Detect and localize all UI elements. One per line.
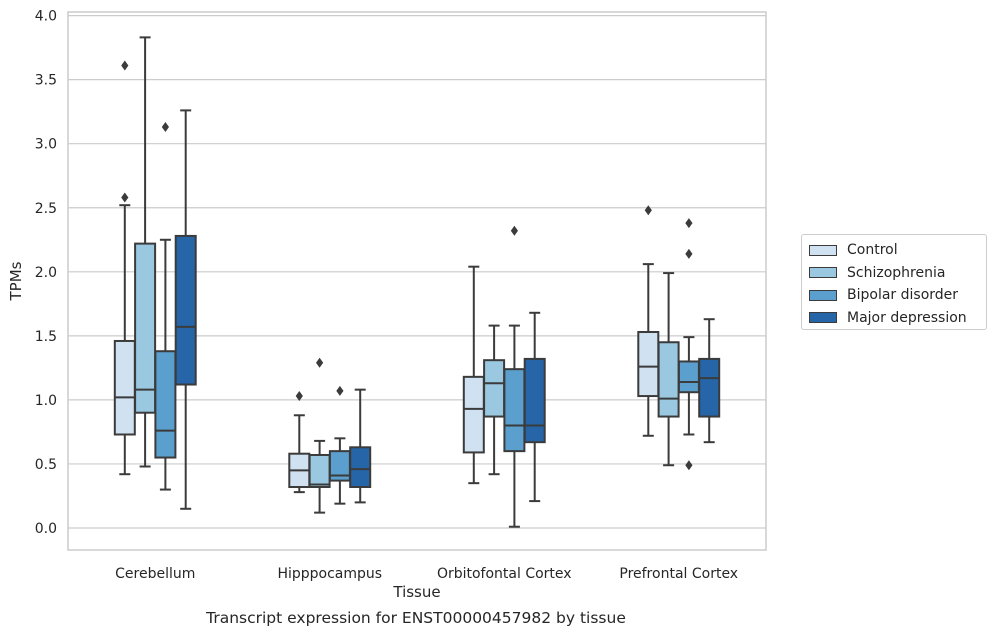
- plot-area: [67, 11, 767, 551]
- legend-label: Bipolar disorder: [847, 287, 959, 304]
- legend-swatch: [809, 312, 837, 324]
- box-schizophrenia: [134, 36, 157, 468]
- legend-swatch: [809, 289, 837, 301]
- box-iqr: [462, 375, 485, 454]
- y-tick-label: 4.0: [35, 9, 57, 25]
- box-iqr: [154, 350, 177, 459]
- legend-item: Major depression: [809, 307, 986, 330]
- box-iqr: [113, 339, 136, 436]
- legend-item: Bipolar disorder: [809, 284, 986, 307]
- box-schizophrenia: [308, 357, 331, 514]
- x-tick-label: Orbitofontal Cortex: [437, 566, 572, 582]
- legend-item: Schizophrenia: [809, 262, 986, 285]
- box-major-depression: [349, 388, 372, 504]
- chart-caption: Transcript expression for ENST0000045798…: [206, 609, 626, 627]
- y-tick-label: 0.0: [35, 521, 57, 537]
- box-iqr: [308, 453, 331, 489]
- box-iqr: [657, 341, 680, 418]
- box-bipolar-disorder: [154, 122, 177, 491]
- box-iqr: [698, 357, 721, 418]
- boxes: [113, 36, 721, 528]
- outlier-point: [685, 248, 693, 259]
- x-tick-labels: Cerebellum Hipppocampus Orbitofontal Corte…: [115, 566, 738, 582]
- box-major-depression: [698, 318, 721, 444]
- box-iqr: [134, 242, 157, 414]
- outlier-point: [295, 391, 303, 402]
- outlier-point: [121, 192, 129, 203]
- outlier-point: [644, 205, 652, 216]
- legend-swatch: [809, 244, 837, 256]
- box-iqr: [349, 446, 372, 489]
- legend-label: Major depression: [847, 309, 967, 326]
- legend-item: Control: [809, 239, 986, 262]
- outlier-point: [685, 460, 693, 471]
- x-tick-label: Prefrontal Cortex: [619, 566, 738, 582]
- box-iqr: [523, 357, 546, 444]
- x-axis-label: Tissue: [392, 583, 440, 601]
- box-control: [637, 205, 660, 437]
- x-tick-label: Hipppocampus: [277, 566, 382, 582]
- outlier-point: [161, 122, 169, 133]
- outlier-point: [685, 218, 693, 229]
- legend-label: Schizophrenia: [847, 264, 946, 281]
- box-control: [288, 391, 311, 494]
- box-major-depression: [523, 311, 546, 503]
- box-major-depression: [174, 109, 197, 510]
- box-control: [462, 265, 485, 485]
- outlier-point: [336, 385, 344, 396]
- outlier-point: [121, 60, 129, 71]
- outlier-point: [510, 225, 518, 236]
- box-bipolar-disorder: [503, 225, 526, 528]
- box-bipolar-disorder: [328, 385, 351, 505]
- legend: Control Schizophrenia Bipolar disorder Majo…: [801, 234, 987, 330]
- x-tick-label: Cerebellum: [115, 566, 195, 582]
- y-tick-labels: 0.0 0.5 1.0 1.5 2.0 2.5 3.0 3.5 4.0: [35, 9, 57, 537]
- outlier-point: [316, 357, 324, 368]
- legend-label: Control: [847, 242, 898, 259]
- y-axis-label: TPMs: [7, 261, 25, 301]
- legend-swatch: [809, 267, 837, 279]
- y-tick-label: 2.5: [35, 201, 57, 217]
- box-iqr: [483, 359, 506, 418]
- box-iqr: [637, 331, 660, 398]
- box-iqr: [503, 368, 526, 453]
- box-iqr: [677, 360, 700, 394]
- y-tick-label: 3.0: [35, 137, 57, 153]
- box-iqr: [174, 234, 197, 386]
- y-tick-label: 1.5: [35, 329, 57, 345]
- y-tick-label: 2.0: [35, 265, 57, 281]
- y-tick-label: 1.0: [35, 393, 57, 409]
- y-tick-label: 3.5: [35, 73, 57, 89]
- y-tick-label: 0.5: [35, 457, 57, 473]
